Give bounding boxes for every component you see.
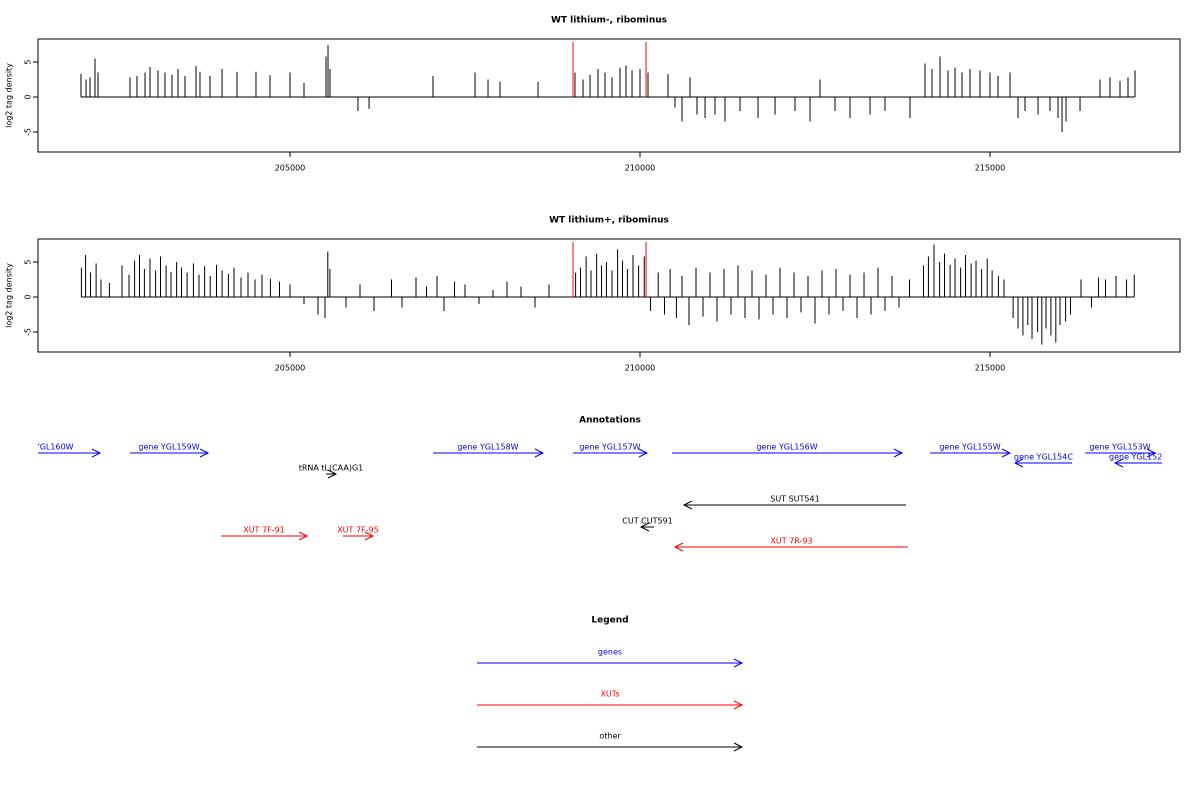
legend-label: genes [598,648,622,657]
annotation-label: CUT CUT591 [622,517,672,526]
annotation-label: XUT 7F-91 [243,526,285,535]
annotation-arrow [572,448,649,458]
arrow-head [733,700,744,710]
annotations-title: Annotations [579,416,641,426]
legend-arrow [477,742,744,752]
annotation-label: gene YGL152C [1109,453,1168,462]
legend-label: other [599,732,621,741]
arrow-head [199,448,210,458]
arrow-head [682,500,693,510]
arrow-head [733,742,744,752]
arrow-head [639,522,650,532]
x-tick-label: 210000 [625,364,656,373]
legend-arrow [477,700,744,710]
x-tick-label: 215000 [975,164,1006,173]
annotation-arrow [1013,458,1073,468]
arrow-head [91,448,102,458]
x-tick-label: 210000 [625,164,656,173]
annotation-arrow [220,531,309,541]
arrow-head [364,531,375,541]
y-tick-label: -5 [24,328,33,336]
x-tick-label: 205000 [275,364,306,373]
arrow-head [673,542,684,552]
plot-frame [37,38,1181,153]
annotation-arrow [929,448,1012,458]
x-tick-label: 205000 [275,164,306,173]
annotation-arrow [673,542,909,552]
x-tick-label: 215000 [975,364,1006,373]
legend-title: Legend [591,616,628,626]
annotation-arrow [1085,448,1157,458]
annotation-label: SUT SUT541 [770,495,819,504]
annotation-arrow [671,448,904,458]
arrow-head [1146,448,1157,458]
annotation-arrow [432,448,545,458]
annotation-arrow [682,500,907,510]
legend-arrow [477,658,744,668]
y-tick-label: 0 [24,294,33,299]
annotation-label: gene YGL155W [939,443,1000,452]
y-tick-label: 0 [24,94,33,99]
annotation-arrow [38,448,102,458]
chart-title: WT lithium+, ribominus [549,216,669,226]
annotation-arrow [1113,458,1162,468]
arrow-head [298,531,309,541]
annotation-label: XUT 7R-93 [770,537,812,546]
arrow-head [1013,458,1024,468]
y-tick-label: -5 [24,128,33,136]
annotation-arrow [639,522,655,532]
annotation-arrow [342,531,375,541]
annotation-label: tRNA tL(CAA)G1 [299,464,364,473]
y-axis-label: log2 tag density [5,63,14,128]
annotation-label: gene YGL158W [457,443,518,452]
annotation-label: gene YGL159W [138,443,199,452]
arrow-head [733,658,744,668]
annotation-label: XUT 7F-95 [337,526,379,535]
annotation-label: gene YGL157W [579,443,640,452]
plot-frame [37,238,1181,353]
annotation-track: gene YGL160W gene YGL159W gene YGL158W gene… [12,443,1168,552]
annotation-label: gene YGL154C [1014,453,1073,462]
y-axis-label: log2 tag density [5,263,14,328]
arrow-head [327,469,338,479]
arrow-head [534,448,545,458]
arrow-head [1113,458,1124,468]
annotation-arrow [325,469,338,479]
annotation-label: gene YGL153W [1089,443,1150,452]
y-tick-label: 5 [24,259,33,264]
annotation-arrow [130,448,210,458]
arrow-head [1001,448,1012,458]
legend-label: XUTs [600,690,619,699]
annotation-label: gene YGL156W [756,443,817,452]
arrow-head [638,448,649,458]
annotation-label: gene YGL160W [12,443,73,452]
y-tick-label: 5 [24,59,33,64]
chart-title: WT lithium-, ribominus [551,16,667,26]
arrow-head [893,448,904,458]
